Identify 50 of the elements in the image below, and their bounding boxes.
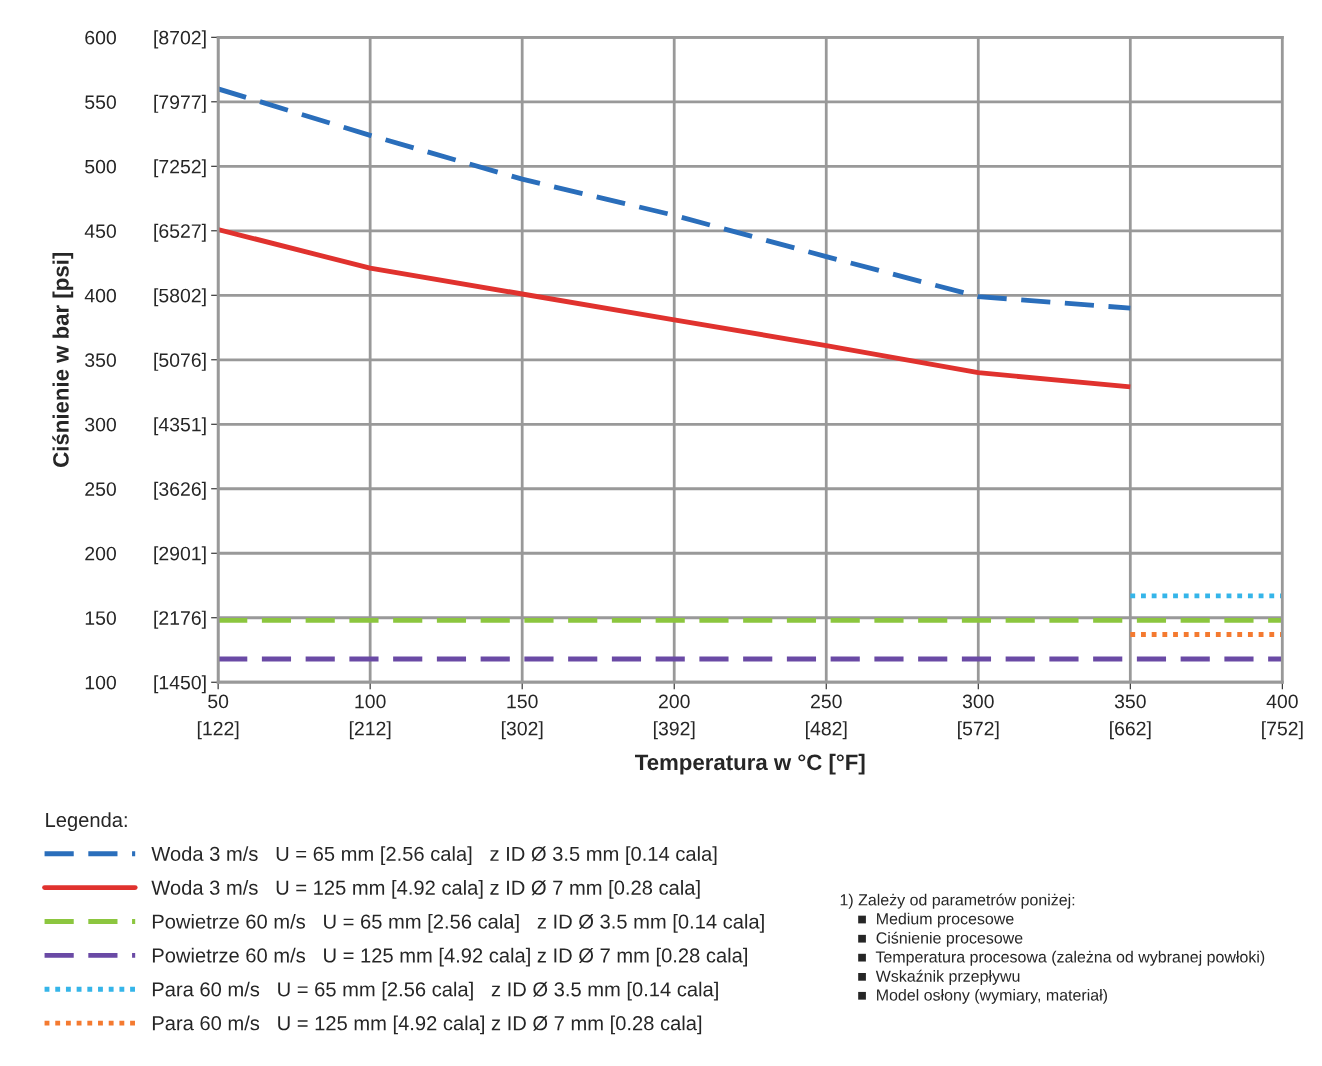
legend-label: Woda 3 m/s U = 125 mm [4.92 cala] z ID Ø 7 mm [0.28 cala] xyxy=(151,880,700,899)
x-tick-label: 150 xyxy=(507,694,538,709)
x2-tick-label: [212] xyxy=(349,721,391,740)
y2-tick-label: [5076] xyxy=(154,352,206,371)
y2-tick-label: [6527] xyxy=(154,223,206,242)
x2-tick-label: [482] xyxy=(806,721,847,740)
x2-tick-label: [752] xyxy=(1262,721,1303,740)
x2-tick-label: [302] xyxy=(501,721,543,740)
y2-tick-label: [4351] xyxy=(154,417,206,436)
legend-label: Para 60 m/s U = 65 mm [2.56 cala] z ID Ø 3.5 mm [0.14 cala] xyxy=(152,981,718,1001)
y2-tick-label: [8702] xyxy=(154,30,206,49)
y2-tick-label: [5802] xyxy=(154,288,206,307)
y2-tick-label: [2176] xyxy=(154,610,206,629)
x-tick-label: 300 xyxy=(962,694,994,709)
y-tick-label: 450 xyxy=(84,224,116,239)
y2-tick-label: [1450] xyxy=(154,675,206,694)
x-tick-label: 100 xyxy=(355,694,386,709)
y-tick-label: 500 xyxy=(85,159,116,174)
x-tick-label: 50 xyxy=(208,694,229,709)
x-tick-label: 250 xyxy=(811,694,842,709)
y-tick-label: 350 xyxy=(85,353,116,368)
y-tick-label: 250 xyxy=(85,482,116,496)
y-tick-label: 150 xyxy=(85,611,116,625)
text: 1) Zależy od parametrów poniżej: ■ Medium procesowe ■ Ciśnienie procesowe ■ Temperatura procesowa (zależna od wybranej powłoki) ■ Wskaźnik przepływu ■ Model osłony (wymiary, materiał) xyxy=(840,893,1265,1004)
y2-tick-label: [3626] xyxy=(154,481,206,500)
y-tick-label: 550 xyxy=(85,95,116,110)
legend-label: Para 60 m/s U = 125 mm [4.92 cala] z ID Ø 7 mm [0.28 cala] xyxy=(152,1015,702,1035)
y2-tick-label: [7977] xyxy=(154,94,206,113)
y-tick-label: 400 xyxy=(84,288,116,303)
line-series xyxy=(218,227,1133,390)
y-tick-label: 600 xyxy=(85,30,116,45)
y-tick-label: 300 xyxy=(85,417,116,432)
x2-tick-label: [572] xyxy=(958,721,999,740)
x2-tick-label: [122] xyxy=(197,721,239,740)
legend-title: Legenda: xyxy=(46,812,127,832)
x2-tick-label: [662] xyxy=(1110,721,1151,740)
line-series xyxy=(218,86,1133,311)
legend-label: Woda 3 m/s U = 65 mm [2.56 cala] z ID Ø 3.5 mm [0.14 cala] xyxy=(151,846,717,865)
x2-tick-label: [392] xyxy=(653,721,695,740)
y-tick-label: 100 xyxy=(85,675,116,690)
y-tick-label: 200 xyxy=(85,546,116,561)
y-axis-title: Ciśnienie w bar [psi] xyxy=(52,252,74,467)
legend-label: Powietrze 60 m/s U = 125 mm [4.92 cala] z ID Ø 7 mm [0.28 cala] xyxy=(152,947,747,967)
y2-tick-label: [7252] xyxy=(154,159,206,178)
x-axis-title: Temperatura w °C [°F] xyxy=(635,753,865,775)
x-tick-label: 200 xyxy=(658,694,690,709)
legend-label: Powietrze 60 m/s U = 65 mm [2.56 cala] z ID Ø 3.5 mm [0.14 cala] xyxy=(152,913,764,933)
x-tick-label: 350 xyxy=(1114,694,1146,709)
x-tick-label: 400 xyxy=(1266,694,1298,709)
y2-tick-label: [2901] xyxy=(154,546,206,565)
